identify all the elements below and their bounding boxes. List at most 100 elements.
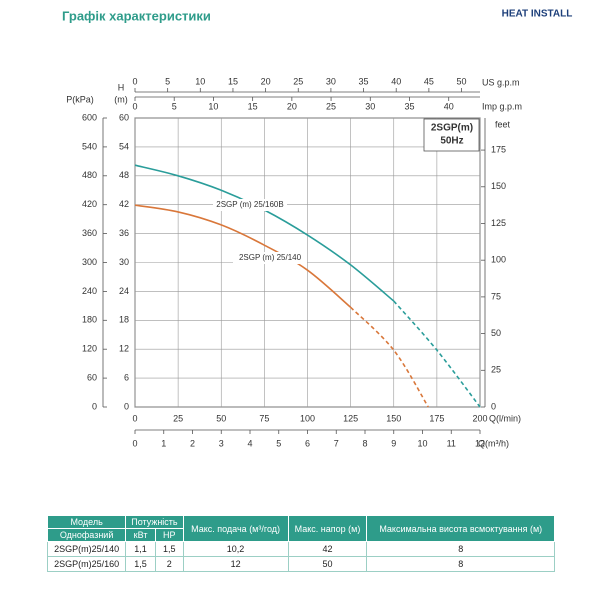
tick-label: 5 <box>276 438 281 448</box>
tick-label: 0 <box>491 401 496 411</box>
y-tick-label: 30 <box>119 257 129 267</box>
tick-label: 35 <box>359 76 369 86</box>
table-cell: 2SGP(m)25/140 <box>46 541 127 557</box>
tick-label: 150 <box>491 181 506 191</box>
tick-label: 75 <box>491 291 501 301</box>
legend-box <box>423 118 480 152</box>
chart: Графік характеристики HEAT INSTALL 0 25 50… <box>62 8 573 448</box>
tick-label: 35 <box>404 101 414 111</box>
table-subheader: Однофазний <box>46 528 127 542</box>
y-tick-label: 42 <box>119 199 129 209</box>
tick-label: 10 <box>208 101 218 111</box>
tick-label: 15 <box>248 101 258 111</box>
tick-label: 1 <box>161 438 166 448</box>
tick-label: 175 <box>491 144 506 154</box>
y-tick-label: 36 <box>119 228 129 238</box>
x-tick-label: 25 <box>173 413 183 423</box>
tick-label: 5 <box>165 76 170 86</box>
table-cell: 8 <box>366 541 555 557</box>
x-tick-label: 75 <box>259 413 269 423</box>
tick-label: 20 <box>261 76 271 86</box>
x-tick-label: 0 <box>132 413 137 423</box>
tick-label: 120 <box>82 344 97 354</box>
tick-label: 2 <box>190 438 195 448</box>
axis-label: feet <box>495 119 511 129</box>
tick-label: 10 <box>195 76 205 86</box>
tick-label: 5 <box>172 101 177 111</box>
table-header: Модель <box>46 515 127 529</box>
tick-label: 0 <box>92 401 97 411</box>
y-axis-unit: (m) <box>114 94 128 104</box>
table-header: Максимальна висота всмоктування (м) <box>366 515 555 542</box>
table-cell: 2SGP(m)25/160 <box>46 556 127 572</box>
tick-label: 12 <box>475 438 485 448</box>
tick-label: 30 <box>326 76 336 86</box>
tick-label: 180 <box>82 315 97 325</box>
y-tick-label: 60 <box>119 112 129 122</box>
table-subheader: HP <box>154 528 184 542</box>
table-header: Макс. подача (м³/год) <box>182 515 289 542</box>
curve <box>134 204 352 308</box>
tick-label: 15 <box>228 76 238 86</box>
curve-label: 2SGP (m) 25/160B <box>216 200 283 209</box>
curve-label-bg <box>233 252 307 264</box>
tick-label: 7 <box>334 438 339 448</box>
tick-label: 10 <box>417 438 427 448</box>
tick-label: 9 <box>391 438 396 448</box>
table-cell: 12 <box>182 556 289 572</box>
x-axis-label: Q(l/min) <box>489 413 521 423</box>
y-tick-label: 18 <box>119 315 129 325</box>
tick-label: 30 <box>365 101 375 111</box>
table-cell: 8 <box>366 556 555 572</box>
page-title: Графік характеристики <box>62 8 211 23</box>
tick-label: 50 <box>491 328 501 338</box>
tick-label: 40 <box>444 101 454 111</box>
x-tick-label: 100 <box>300 413 315 423</box>
table-row: 2SGP(m)25/140 1,1 1,5 10,2 42 8 <box>46 541 555 557</box>
table-cell: 10,2 <box>182 541 289 557</box>
x-tick-label: 125 <box>343 413 358 423</box>
x-tick-label: 150 <box>386 413 401 423</box>
tick-label: 125 <box>491 218 506 228</box>
table-row: 2SGP(m)25/160 1,5 2 12 50 8 <box>46 556 555 572</box>
tick-label: 20 <box>287 101 297 111</box>
legend-text: 2SGP(m) <box>431 123 473 134</box>
curve-label-bg <box>213 199 287 211</box>
legend-text: 50Hz <box>440 136 463 147</box>
y-tick-label: 24 <box>119 286 129 296</box>
y-tick-label: 0 <box>124 401 129 411</box>
table-cell: 1,1 <box>125 541 156 557</box>
tick-label: 100 <box>491 255 506 265</box>
tick-label: 420 <box>82 199 97 209</box>
tick-label: 11 <box>447 438 456 448</box>
table-cell: 2 <box>154 556 184 572</box>
tick-label: 25 <box>293 76 303 86</box>
table-cell: 1,5 <box>125 556 156 572</box>
x-tick-label: 50 <box>216 413 226 423</box>
tick-label: 360 <box>82 228 97 238</box>
axis-label: US g.p.m <box>482 77 520 87</box>
tick-label: 3 <box>219 438 224 448</box>
tick-label: 40 <box>391 76 401 86</box>
tick-label: 50 <box>457 76 467 86</box>
y-tick-label: 6 <box>124 372 129 382</box>
curve <box>350 306 429 408</box>
axis-label: Q(m³/h) <box>478 438 509 448</box>
tick-label: 60 <box>87 372 97 382</box>
y-tick-label: 12 <box>119 344 129 354</box>
tick-label: 0 <box>132 76 137 86</box>
table-cell: 50 <box>287 556 368 572</box>
tick-label: 0 <box>132 438 137 448</box>
tick-label: 300 <box>82 257 97 267</box>
tick-label: 6 <box>305 438 310 448</box>
table-header: Макс. напор (м) <box>287 515 368 542</box>
logo: HEAT INSTALL <box>502 9 573 20</box>
tick-label: 45 <box>424 76 434 86</box>
table-cell: 42 <box>287 541 368 557</box>
tick-label: 8 <box>362 438 367 448</box>
x-tick-label: 200 <box>472 413 487 423</box>
curve <box>393 300 481 408</box>
tick-label: 25 <box>491 365 501 375</box>
tick-label: 540 <box>82 141 97 151</box>
